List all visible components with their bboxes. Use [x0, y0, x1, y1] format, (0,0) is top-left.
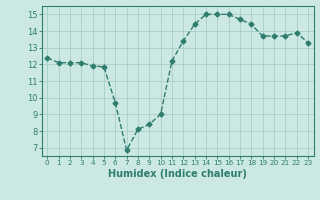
X-axis label: Humidex (Indice chaleur): Humidex (Indice chaleur) — [108, 169, 247, 179]
